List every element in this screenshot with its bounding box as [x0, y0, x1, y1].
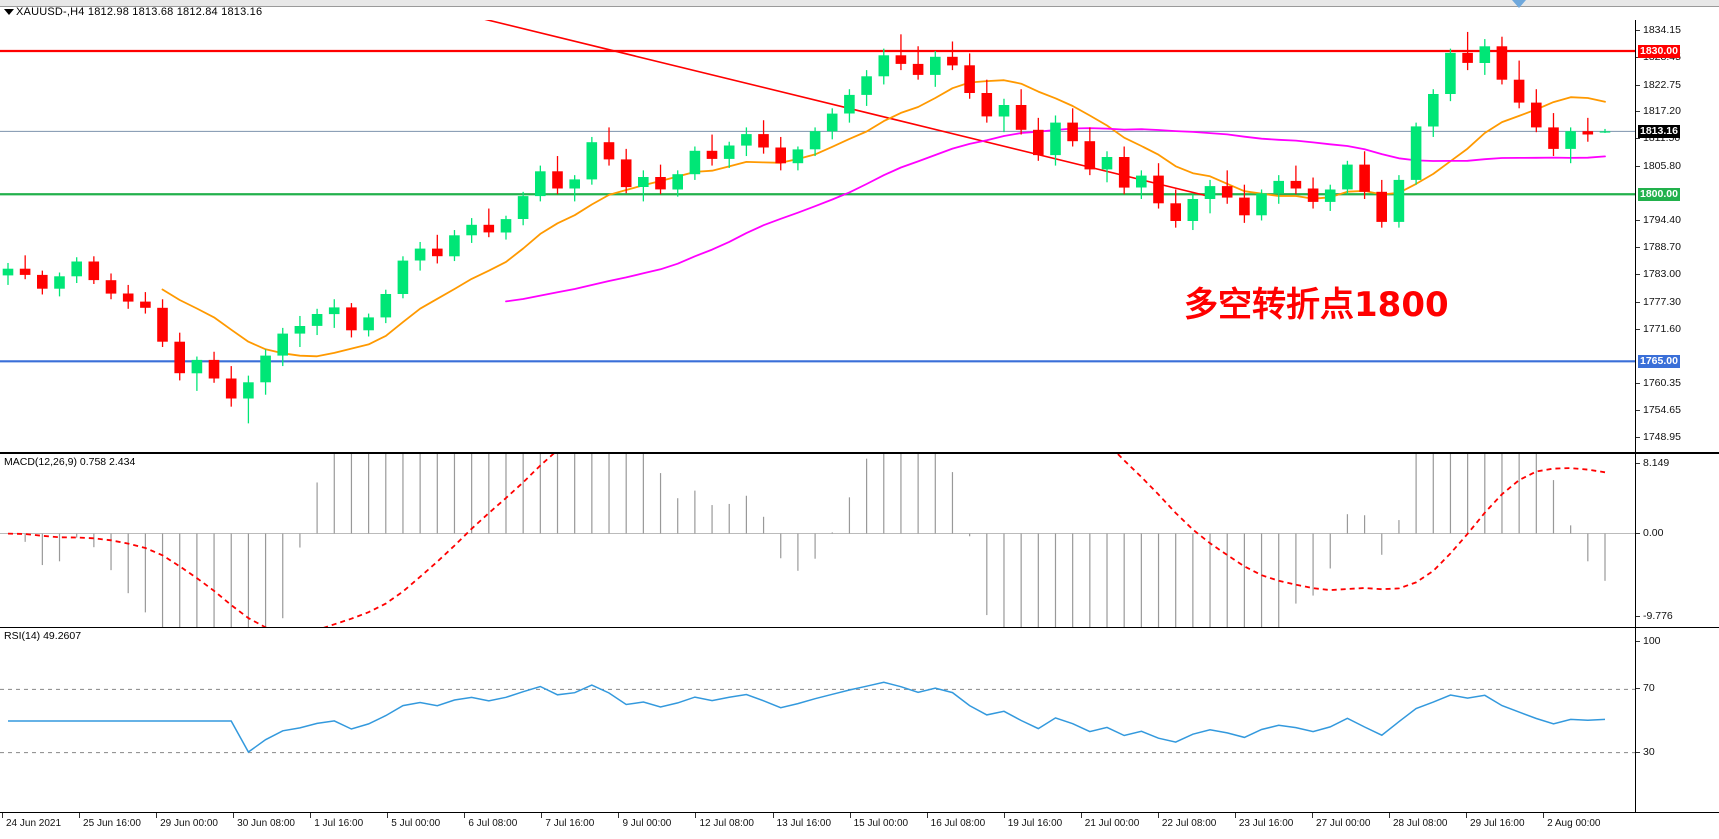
window-titlebar [0, 0, 1719, 7]
chart-annotation-text: 多空转折点1800 [1184, 285, 1449, 325]
macd-label: MACD(12,26,9) 0.758 2.434 [4, 456, 136, 468]
price-y-axis[interactable]: 1834.151828.451822.751817.201811.501805.… [1635, 20, 1719, 452]
macd-panel[interactable]: MACD(12,26,9) 0.758 2.434 8.149 0.00 -9.77… [0, 453, 1719, 628]
price-level-badge[interactable]: 1800.00 [1638, 188, 1680, 202]
price-level-badge[interactable]: 1830.00 [1638, 45, 1680, 59]
macd-svg [0, 454, 1636, 627]
symbol-header-row: XAUUSD-,H4 1812.98 1813.68 1812.84 1813.… [0, 6, 1719, 20]
candlestick-svg [0, 20, 1636, 424]
symbol-ohlc-label: XAUUSD-,H4 1812.98 1813.68 1812.84 1813.… [16, 6, 263, 18]
collapse-arrow-icon[interactable] [4, 9, 14, 15]
price-plot-area[interactable] [0, 20, 1636, 452]
time-axis: 24 Jun 2021 25 Jun 16:00 29 Jun 00:00 30 Ju… [0, 812, 1719, 839]
macd-y-axis: 8.149 0.00 -9.776 [1635, 454, 1719, 627]
current-price-badge: 1813.16 [1638, 125, 1680, 139]
rsi-plot-area[interactable] [0, 628, 1636, 813]
rsi-panel[interactable]: RSI(14) 49.2607 100 70 30 [0, 627, 1719, 814]
macd-plot-area[interactable] [0, 454, 1636, 627]
rsi-svg [0, 681, 1636, 754]
rsi-y-axis: 100 70 30 [1635, 628, 1719, 813]
price-chart-panel[interactable]: 1834.151828.451822.751817.201811.501805.… [0, 20, 1719, 453]
price-level-badge[interactable]: 1765.00 [1638, 355, 1680, 369]
cursor-marker-icon [1512, 0, 1526, 8]
rsi-label: RSI(14) 49.2607 [4, 630, 82, 642]
